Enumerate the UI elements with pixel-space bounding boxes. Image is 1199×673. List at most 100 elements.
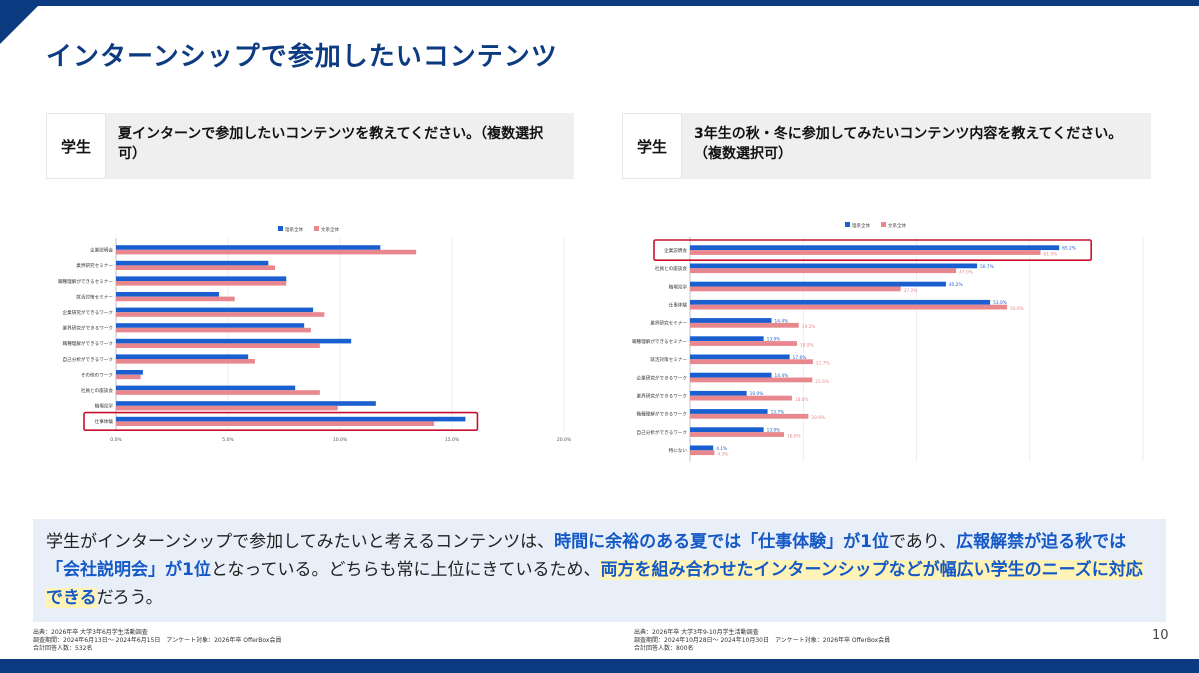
source-note-autumn: 出典：2026年卒 大学3年9-10月学生活動調査 調査期間：2024年10月28… (634, 629, 890, 653)
category-label: 業界研究セミナー (650, 320, 687, 327)
bar-humanities (690, 322, 799, 328)
question-box-autumn: 学生 3年生の秋・冬に参加してみたいコンテンツ内容を教えてください。（複数選択可… (622, 113, 1151, 179)
bar-humanities (116, 249, 417, 255)
bar-science (690, 354, 790, 360)
bar-humanities (116, 390, 320, 395)
data-label-science: 17.6% (793, 355, 807, 361)
bar-humanities (116, 312, 325, 317)
category-label: その他のワーク (81, 371, 113, 378)
data-label-humanities: 47.0% (959, 270, 973, 276)
summary-box: 学生がインターンシップで参加してみたいと考えるコンテンツは、時間に余裕のある夏で… (33, 519, 1166, 622)
x-tick-label: 40.0% (909, 467, 924, 468)
category-label: 職種理解ができるセミナー (58, 278, 113, 285)
bar-science (116, 292, 220, 297)
category-label: 仕事体験 (95, 418, 114, 425)
bar-science (690, 445, 714, 451)
bar-science (116, 276, 287, 281)
x-tick-label: 20.0% (796, 467, 811, 468)
data-label-science: 50.7% (980, 264, 994, 270)
bar-humanities (116, 405, 338, 411)
bar-science (116, 370, 143, 375)
summary-highlight-autumn: 広報解禁が迫る秋では「会社説明会」が1位 (46, 532, 1127, 580)
bar-science (690, 299, 991, 305)
data-label-humanities: 37.2% (904, 288, 918, 294)
bar-science (690, 336, 764, 342)
bar-humanities (690, 359, 813, 365)
bar-science (690, 263, 978, 269)
source-line: 合計回答人数：532名 (33, 645, 93, 652)
data-label-science: 14.4% (775, 373, 789, 379)
category-label: 企業研究ができるワーク (63, 309, 113, 316)
question-text: 3年生の秋・冬に参加してみたいコンテンツ内容を教えてください。（複数選択可） (694, 126, 1123, 162)
x-tick-label: 60.0% (1023, 467, 1038, 468)
data-label-science: 13.0% (767, 428, 781, 434)
source-line: 合計回答人数：800名 (634, 645, 694, 652)
highlight-box (653, 239, 1092, 262)
data-label-humanities: 61.9% (1044, 251, 1058, 257)
bar-humanities (690, 268, 957, 274)
category-label: 仕事体験 (669, 302, 688, 309)
bar-humanities (116, 327, 311, 333)
bar-humanities (690, 304, 1008, 310)
source-line: 出典：2026年卒 大学3年9-10月学生活動調査 (634, 629, 759, 636)
summary-highlight-summer: 時間に余裕のある夏では「仕事体験」が1位 (554, 532, 889, 552)
category-label: 社員との座談会 (81, 387, 114, 394)
category-label: 自己分析ができるワーク (63, 356, 113, 363)
question-text: 夏インターンで参加したいコンテンツを教えてください。（複数選択可） (118, 126, 544, 162)
summary-text-2: であり、 (888, 532, 957, 552)
bar-science (116, 354, 249, 359)
category-label: 職種理解ができるワーク (637, 411, 687, 418)
data-label-science: 10.0% (750, 391, 764, 397)
data-label-science: 13.7% (771, 409, 785, 415)
data-label-humanities: 4.3% (717, 452, 728, 458)
data-label-science: 53.0% (993, 300, 1007, 306)
x-tick-label: 20.0% (557, 437, 572, 443)
data-label-humanities: 19.2% (802, 324, 816, 330)
summary-text-4: だろう。 (96, 588, 163, 608)
category-label: 就活対策セミナー (76, 293, 113, 300)
data-label-humanities: 18.0% (795, 397, 809, 403)
category-label: 企業説明会 (90, 247, 113, 254)
source-line: 出典：2026年卒 大学3年6月学生活動調査 (33, 629, 148, 636)
legend-swatch (314, 226, 319, 231)
bar-humanities (690, 450, 715, 456)
data-label-humanities: 56.0% (1010, 306, 1024, 312)
summary-text: 学生がインターンシップで参加してみたいと考えるコンテンツは、時間に余裕のある夏で… (46, 528, 1152, 612)
bar-science (116, 307, 314, 313)
bar-humanities (690, 432, 784, 437)
category-label: 企業説明会 (664, 247, 687, 254)
x-tick-label: 0.0% (110, 437, 122, 443)
x-tick-label: 0.0% (684, 467, 696, 468)
summary-text-3: となっている。どちらも常に上位にきているため、 (210, 560, 601, 580)
category-label: 職種理解ができるワーク (63, 340, 113, 347)
bar-science (690, 281, 946, 287)
source-line: 調査期間：2024年6月13日～ 2024年6月15日 アンケート対象：2026… (33, 637, 282, 644)
legend-swatch (881, 222, 886, 227)
x-tick-label: 10.0% (333, 437, 348, 443)
bar-humanities (116, 281, 287, 286)
bar-science (116, 338, 352, 344)
bar-science (690, 372, 772, 378)
legend-label: 文系全体 (321, 226, 339, 233)
bar-humanities (690, 341, 798, 346)
data-label-science: 4.1% (716, 446, 727, 452)
page-number: 10 (1152, 628, 1169, 643)
bar-science (690, 427, 764, 433)
data-label-humanities: 21.7% (816, 361, 830, 367)
data-label-humanities: 18.9% (800, 342, 814, 348)
category-label: 業界研究ができるワーク (637, 393, 687, 400)
category-label: 特にない (669, 447, 688, 454)
bar-humanities (690, 377, 813, 383)
bar-science (116, 323, 305, 328)
bar-humanities (116, 421, 435, 426)
category-label: 職場見学 (95, 403, 114, 410)
category-label: 業界研究セミナー (76, 262, 113, 269)
category-label: 業界研究ができるワーク (63, 325, 113, 332)
data-label-humanities: 20.9% (811, 415, 825, 421)
legend-swatch (278, 226, 283, 231)
bar-science (116, 245, 381, 250)
data-label-science: 45.2% (949, 282, 963, 288)
respondent-tag: 学生 (46, 113, 106, 179)
source-line: 調査期間：2024年10月28日～ 2024年10月30日 アンケート対象：20… (634, 637, 891, 644)
legend-swatch (845, 222, 850, 227)
